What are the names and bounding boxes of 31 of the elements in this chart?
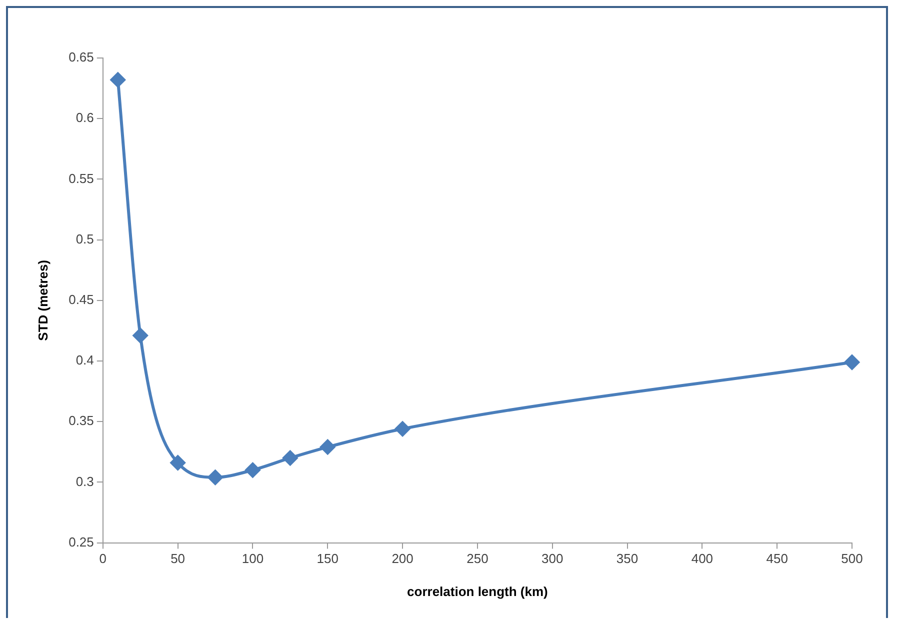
x-tick-label: 400 [691,551,714,566]
x-axis-title: correlation length (km) [407,584,548,599]
x-tick-label: 250 [466,551,488,566]
x-tick-label: 350 [616,551,638,566]
x-tick-label: 450 [766,551,788,566]
y-tick-label: 0.25 [68,534,94,550]
y-tick-label: 0.45 [68,292,94,307]
y-tick-label: 0.6 [76,110,94,126]
y-tick-label: 0.35 [68,413,94,428]
x-tick-label: 500 [841,551,863,566]
point [320,440,336,455]
x-tick-label: 200 [392,551,414,566]
x-tick-label: 50 [170,551,186,566]
point [395,421,410,436]
point [132,328,148,344]
y-tick-label: 0.65 [68,50,94,65]
point [844,354,860,370]
x-tick-label: 100 [242,551,264,566]
x-tick-label: 300 [542,551,564,566]
point [282,450,298,466]
x-tick-label: 150 [316,551,338,566]
y-tick-label: 0.5 [76,231,94,246]
point [170,455,186,470]
point [208,470,223,485]
y-tick-label: 0.3 [76,474,94,489]
y-tick-label: 0.4 [76,352,94,368]
point [245,462,260,478]
x-tick-label: 0 [99,551,107,566]
point [110,72,126,88]
y-tick-label: 0.55 [68,170,94,186]
y-axis-title: STD (metres) [35,260,50,341]
